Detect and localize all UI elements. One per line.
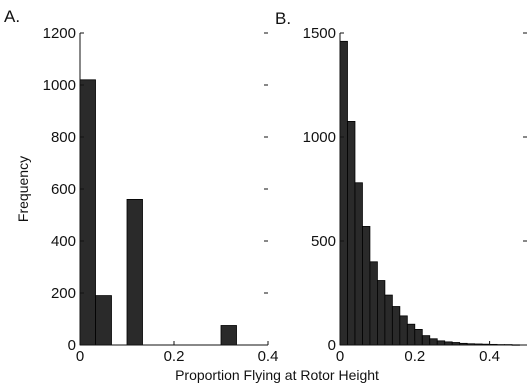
histogram-bar <box>339 40 348 346</box>
y-tick-label: 0 <box>328 337 336 354</box>
y-tick-label: 1000 <box>43 77 76 94</box>
histogram-bar <box>399 315 408 346</box>
panel-a-histogram: 0 200 400 600 800 1000 1200 0 0.2 0.4 A. Frequency <box>4 7 278 365</box>
histogram-bar <box>406 323 416 346</box>
histogram-bar <box>391 306 401 346</box>
x-tick-label: 0.4 <box>258 348 279 365</box>
histogram-bar <box>95 295 112 346</box>
y-tick-label: 600 <box>51 181 76 198</box>
y-tick-label: 1500 <box>303 25 336 42</box>
panel-b-histogram: 0 500 1000 1500 0 0.2 0.4 B. <box>275 9 527 365</box>
histogram-bar <box>354 182 363 346</box>
x-tick-label: 0 <box>76 348 84 365</box>
histogram-bar <box>220 325 237 346</box>
histogram-bar <box>436 340 446 346</box>
x-tick-label: 0.2 <box>164 348 185 365</box>
histogram-bar <box>376 280 386 346</box>
histogram-bar <box>384 294 393 346</box>
y-tick-label: 1000 <box>303 129 336 146</box>
x-tick-label: 0.2 <box>404 348 425 365</box>
panel-label: B. <box>275 9 291 28</box>
y-tick-label: 0 <box>68 337 76 354</box>
x-tick-label: 0.4 <box>479 348 500 365</box>
histogram-bar <box>429 338 438 346</box>
histogram-bar <box>414 328 423 346</box>
histogram-bar <box>362 226 371 346</box>
y-tick-label: 1200 <box>43 25 76 42</box>
x-tick-label: 0 <box>336 348 344 365</box>
y-tick-label: 400 <box>51 233 76 250</box>
histogram-bar <box>369 261 378 346</box>
y-tick-label: 800 <box>51 129 76 146</box>
histogram-bar <box>421 335 431 346</box>
histogram-bar <box>347 121 356 346</box>
histogram-bar <box>79 79 96 346</box>
y-axis-label: Frequency <box>15 156 31 222</box>
y-tick-label: 200 <box>51 285 76 302</box>
shared-x-axis-label: Proportion Flying at Rotor Height <box>175 367 379 383</box>
panel-label: A. <box>4 7 20 26</box>
histogram-bar <box>126 198 143 346</box>
y-tick-label: 500 <box>311 233 336 250</box>
